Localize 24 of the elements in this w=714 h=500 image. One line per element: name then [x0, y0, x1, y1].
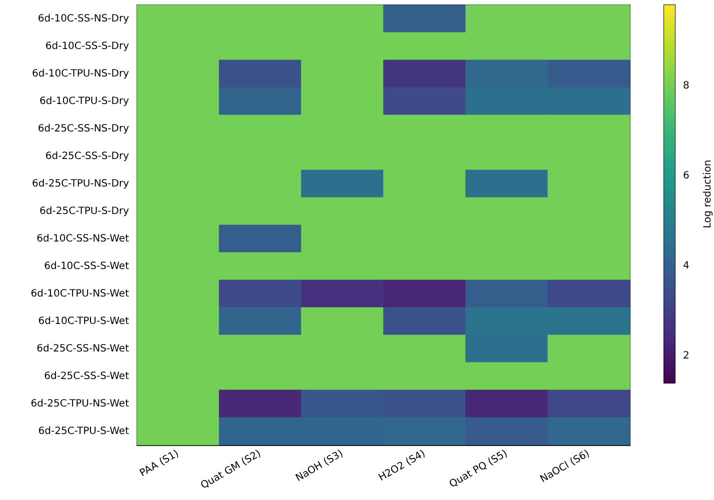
y-tick-label: 6d-10C-SS-S-Dry	[45, 40, 130, 52]
y-tick-label: 6d-10C-SS-NS-Dry	[38, 13, 130, 24]
y-tick-label: 6d-25C-TPU-S-Wet	[38, 426, 130, 437]
y-tick-label: 6d-10C-SS-NS-Wet	[36, 233, 130, 244]
x-tick-label: PAA (S1)	[138, 448, 181, 480]
y-tick-label: 6d-25C-TPU-NS-Wet	[30, 398, 130, 410]
color-bar-title: Log reduction	[702, 160, 714, 228]
y-tick-label: 6d-25C-SS-NS-Dry	[38, 123, 130, 134]
y-tick-label: 6d-25C-TPU-S-Dry	[40, 206, 130, 217]
y-tick-label: 6d-25C-SS-NS-Wet	[36, 343, 130, 354]
x-tick-label: Quat PQ (S5)	[448, 448, 510, 490]
y-tick-label: 6d-25C-SS-S-Wet	[44, 370, 130, 382]
y-tick-label: 6d-25C-TPU-NS-Dry	[32, 178, 130, 190]
x-tick-label: Quat GM (S2)	[199, 448, 264, 492]
color-bar-label: 2	[683, 350, 690, 362]
color-bar-label: 6	[683, 170, 690, 182]
y-tick-label: 6d-10C-TPU-S-Dry	[40, 96, 130, 107]
y-tick-label: 6d-10C-TPU-NS-Dry	[32, 68, 130, 80]
y-tick-label: 6d-10C-TPU-NS-Wet	[30, 288, 130, 300]
color-bar-label: 4	[683, 260, 690, 272]
color-bar-label: 8	[683, 80, 690, 92]
y-tick-label: 6d-25C-SS-S-Dry	[45, 150, 130, 162]
y-tick-label: 6d-10C-SS-S-Wet	[44, 260, 130, 272]
y-tick-label: 6d-10C-TPU-S-Wet	[38, 316, 130, 327]
